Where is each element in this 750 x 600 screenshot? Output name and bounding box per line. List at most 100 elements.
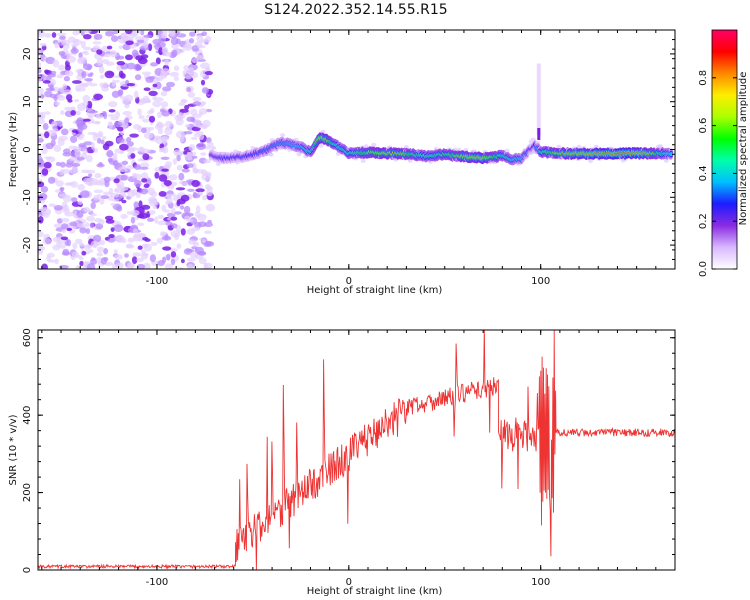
noise-speckle <box>148 210 156 215</box>
noise-speckle <box>152 83 158 88</box>
noise-speckle <box>156 237 163 244</box>
noise-speckle <box>111 79 117 87</box>
noise-speckle <box>170 251 177 258</box>
noise-speckle <box>85 250 91 255</box>
noise-speckle <box>104 140 114 147</box>
noise-speckle <box>205 184 211 190</box>
noise-speckle <box>78 52 83 59</box>
spectrogram-y-axis-label: Frequency (Hz) <box>8 112 19 188</box>
noise-speckle <box>80 40 86 49</box>
noise-speckle <box>94 133 103 138</box>
noise-speckle <box>49 84 54 92</box>
noise-speckle <box>81 50 87 55</box>
noise-speckle <box>137 245 143 250</box>
noise-speckle <box>44 156 52 160</box>
noise-speckle <box>59 35 66 40</box>
x-tick-label: 100 <box>531 276 550 287</box>
noise-speckle <box>76 156 85 161</box>
noise-speckle <box>176 243 182 250</box>
noise-speckle <box>148 115 156 123</box>
noise-speckle <box>172 149 182 155</box>
noise-speckle <box>87 131 98 136</box>
ridge-halo <box>403 145 409 149</box>
noise-speckle <box>138 233 147 238</box>
noise-speckle <box>187 92 196 98</box>
noise-speckle <box>104 180 110 188</box>
noise-speckle <box>115 262 124 269</box>
noise-speckle <box>201 87 209 94</box>
noise-speckle <box>147 110 154 115</box>
frequency-spike-core <box>537 128 541 140</box>
noise-speckle <box>38 75 43 83</box>
noise-speckle <box>94 172 102 179</box>
noise-speckle <box>184 41 191 49</box>
noise-speckle <box>96 49 103 55</box>
noise-speckle <box>95 121 101 125</box>
noise-speckle <box>89 222 95 229</box>
noise-speckle <box>113 249 118 254</box>
noise-speckle <box>194 246 204 254</box>
noise-speckle <box>183 150 188 155</box>
noise-speckle <box>136 213 145 219</box>
ridge-halo <box>363 144 369 149</box>
noise-speckle <box>160 101 169 108</box>
noise-speckle <box>47 176 56 184</box>
ridge-halo <box>593 144 599 149</box>
noise-speckle <box>133 90 139 99</box>
noise-speckle <box>79 227 88 234</box>
noise-speckle <box>42 123 49 131</box>
noise-speckle <box>57 64 66 71</box>
noise-speckle <box>130 216 136 224</box>
noise-speckle <box>135 191 141 198</box>
noise-speckle <box>103 248 108 255</box>
noise-speckle <box>140 252 149 260</box>
noise-speckle <box>170 230 181 238</box>
noise-speckle <box>181 181 189 187</box>
noise-speckle <box>160 231 166 237</box>
noise-speckle <box>87 244 93 249</box>
noise-speckle <box>175 130 186 139</box>
ridge-halo <box>211 146 217 150</box>
noise-speckle <box>162 146 169 154</box>
noise-speckle <box>40 185 49 193</box>
noise-speckle <box>81 101 89 107</box>
snr-x-axis-label: Height of straight line (km) <box>307 586 443 597</box>
ridge-halo <box>556 144 562 149</box>
noise-speckle <box>143 183 150 189</box>
noise-speckle <box>104 70 115 79</box>
noise-speckle <box>64 106 75 111</box>
noise-speckle <box>183 205 191 214</box>
noise-speckle <box>162 86 172 92</box>
noise-speckle <box>114 79 120 83</box>
noise-speckle <box>85 228 91 235</box>
noise-speckle <box>104 215 114 221</box>
noise-speckle <box>189 251 199 258</box>
noise-speckle <box>196 55 205 60</box>
noise-speckle <box>178 113 183 121</box>
noise-speckle <box>99 239 106 246</box>
noise-speckle <box>201 195 208 201</box>
ridge-halo <box>658 144 664 149</box>
noise-speckle <box>90 142 96 150</box>
noise-speckle <box>160 32 168 39</box>
spectrogram-x-axis-label: Height of straight line (km) <box>307 285 443 296</box>
noise-speckle <box>183 131 193 135</box>
noise-speckle <box>75 266 81 269</box>
noise-speckle <box>102 191 112 196</box>
ridge-halo <box>504 148 510 153</box>
noise-speckle <box>127 263 136 268</box>
noise-speckle <box>119 151 124 155</box>
noise-speckle <box>108 101 118 108</box>
noise-speckle <box>176 48 185 54</box>
noise-speckle <box>150 191 158 198</box>
noise-speckle <box>38 50 42 57</box>
noise-speckle <box>108 234 115 238</box>
noise-speckle <box>162 164 171 170</box>
noise-speckle <box>97 246 105 253</box>
noise-speckle <box>149 254 156 263</box>
noise-speckle <box>192 193 201 199</box>
noise-speckle <box>143 132 154 140</box>
noise-speckle <box>39 42 47 47</box>
noise-speckle <box>143 34 153 38</box>
noise-speckle <box>92 234 102 243</box>
